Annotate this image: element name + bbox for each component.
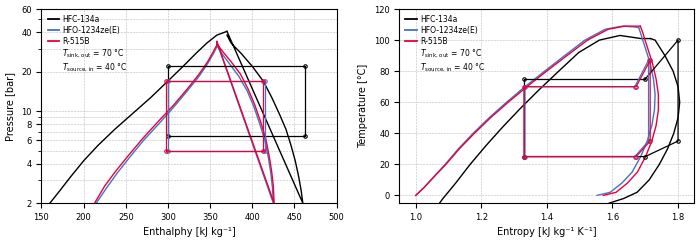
X-axis label: Enthalphy [kJ kg⁻¹]: Enthalphy [kJ kg⁻¹] bbox=[143, 227, 235, 237]
Y-axis label: Temperature [°C]: Temperature [°C] bbox=[358, 64, 368, 148]
Y-axis label: Pressure [bar]: Pressure [bar] bbox=[6, 72, 15, 141]
Legend: HFC-134a, HFO-1234ze(E), R-515B, $T_\mathregular{sink,\,out}$ = 70 °C, $T_\mathr: HFC-134a, HFO-1234ze(E), R-515B, $T_\mat… bbox=[403, 13, 487, 77]
Legend: HFC-134a, HFO-1234ze(E), R-515B, $T_\mathregular{sink,\,out}$ = 70 °C, $T_\mathr: HFC-134a, HFO-1234ze(E), R-515B, $T_\mat… bbox=[46, 13, 130, 77]
X-axis label: Entropy [kJ kg⁻¹ K⁻¹]: Entropy [kJ kg⁻¹ K⁻¹] bbox=[497, 227, 596, 237]
